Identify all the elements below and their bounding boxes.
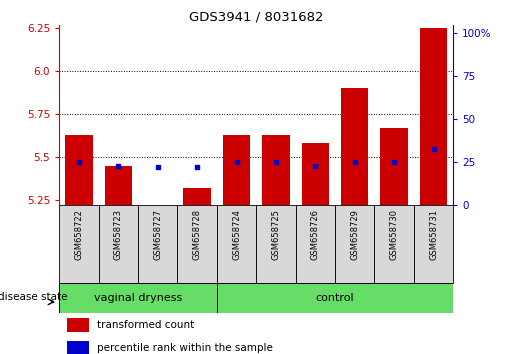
Text: GSM658730: GSM658730 bbox=[390, 209, 399, 260]
Bar bbox=[138, 205, 177, 283]
Bar bbox=[341, 88, 369, 205]
Text: vaginal dryness: vaginal dryness bbox=[94, 293, 182, 303]
Bar bbox=[59, 205, 99, 283]
Bar bbox=[301, 143, 329, 205]
Text: GSM658724: GSM658724 bbox=[232, 209, 241, 260]
Text: GSM658722: GSM658722 bbox=[75, 209, 83, 260]
Text: transformed count: transformed count bbox=[97, 320, 194, 330]
Text: percentile rank within the sample: percentile rank within the sample bbox=[97, 343, 272, 353]
Bar bbox=[67, 341, 89, 354]
Bar bbox=[65, 135, 93, 205]
Bar bbox=[374, 205, 414, 283]
Bar bbox=[256, 205, 296, 283]
Bar bbox=[177, 205, 217, 283]
Bar bbox=[105, 166, 132, 205]
Bar bbox=[217, 283, 453, 313]
Bar bbox=[380, 128, 408, 205]
Text: control: control bbox=[316, 293, 354, 303]
Text: disease state: disease state bbox=[0, 292, 67, 302]
Text: GSM658726: GSM658726 bbox=[311, 209, 320, 260]
Text: GSM658728: GSM658728 bbox=[193, 209, 201, 260]
Bar bbox=[99, 205, 138, 283]
Text: GSM658723: GSM658723 bbox=[114, 209, 123, 260]
Bar bbox=[296, 205, 335, 283]
Bar bbox=[420, 28, 448, 205]
Bar bbox=[67, 318, 89, 332]
Text: GSM658731: GSM658731 bbox=[429, 209, 438, 260]
Text: GSM658725: GSM658725 bbox=[271, 209, 280, 260]
Bar bbox=[262, 135, 290, 205]
Bar bbox=[59, 283, 217, 313]
Bar bbox=[217, 205, 256, 283]
Bar bbox=[414, 205, 453, 283]
Bar bbox=[183, 188, 211, 205]
Bar bbox=[222, 135, 250, 205]
Title: GDS3941 / 8031682: GDS3941 / 8031682 bbox=[189, 11, 323, 24]
Bar bbox=[335, 205, 374, 283]
Text: GSM658727: GSM658727 bbox=[153, 209, 162, 260]
Text: GSM658729: GSM658729 bbox=[350, 209, 359, 260]
